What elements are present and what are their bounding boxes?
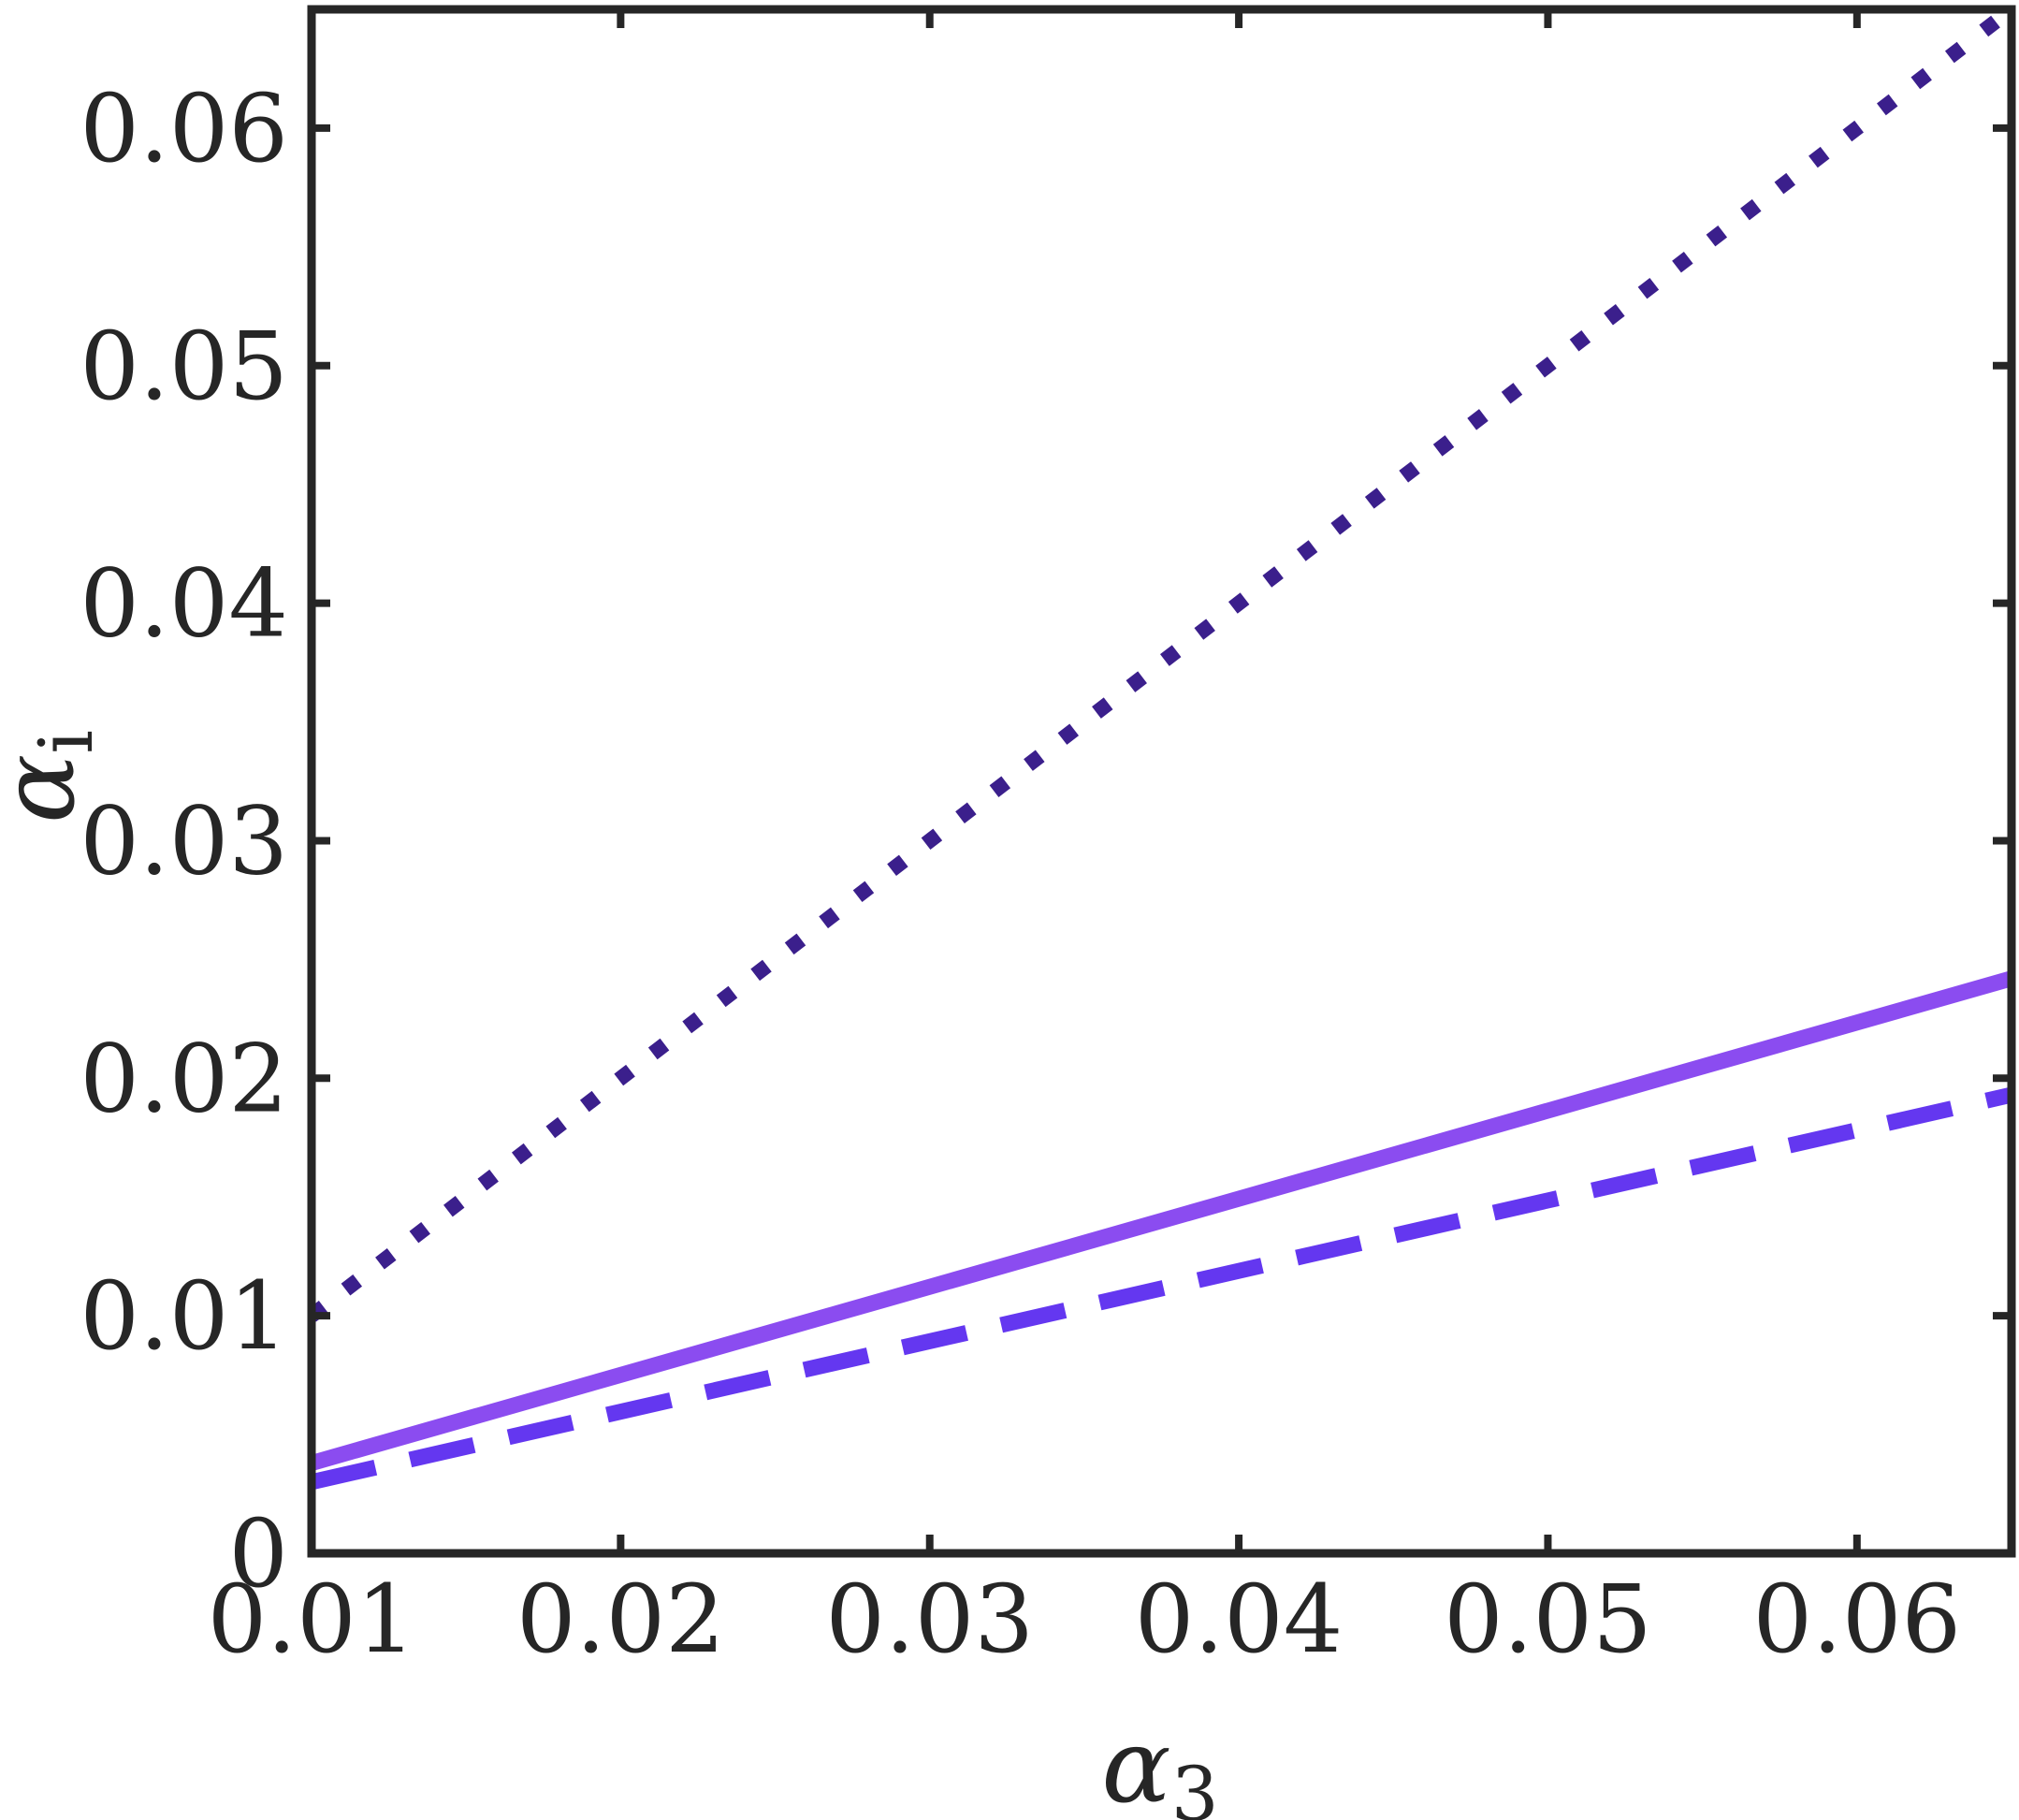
x-axis-label: α3 <box>1101 1706 1218 1820</box>
plot-frame <box>307 5 2016 1558</box>
series-layer <box>312 9 2012 1491</box>
series-line-solid <box>312 970 2012 1471</box>
y-axis-label: αi <box>0 730 109 823</box>
series-line-dotted <box>312 9 2012 1322</box>
y-tick-label: 0.04 <box>80 549 288 659</box>
x-tick-label: 0.06 <box>1752 1565 1961 1674</box>
x-tick-label: 0.03 <box>825 1565 1034 1674</box>
series-line-dashed <box>312 1086 2012 1491</box>
x-tick-label: 0.05 <box>1444 1565 1652 1674</box>
x-tick-label: 0.02 <box>516 1565 725 1674</box>
y-tick-label: 0.01 <box>80 1261 288 1371</box>
y-tick-label: 0.02 <box>80 1024 288 1133</box>
x-tick-label: 0.01 <box>208 1565 416 1674</box>
y-tick-label: 0.05 <box>80 312 288 421</box>
y-tick-label: 0.06 <box>80 74 288 183</box>
y-tick-label: 0 <box>228 1499 288 1609</box>
y-tick-label: 0.03 <box>80 786 288 895</box>
x-tick-label: 0.04 <box>1135 1565 1344 1674</box>
tick-layer: 0.01 0.02 0.03 0.04 0.05 0.0600.010.020.030.0… <box>80 9 2012 1674</box>
